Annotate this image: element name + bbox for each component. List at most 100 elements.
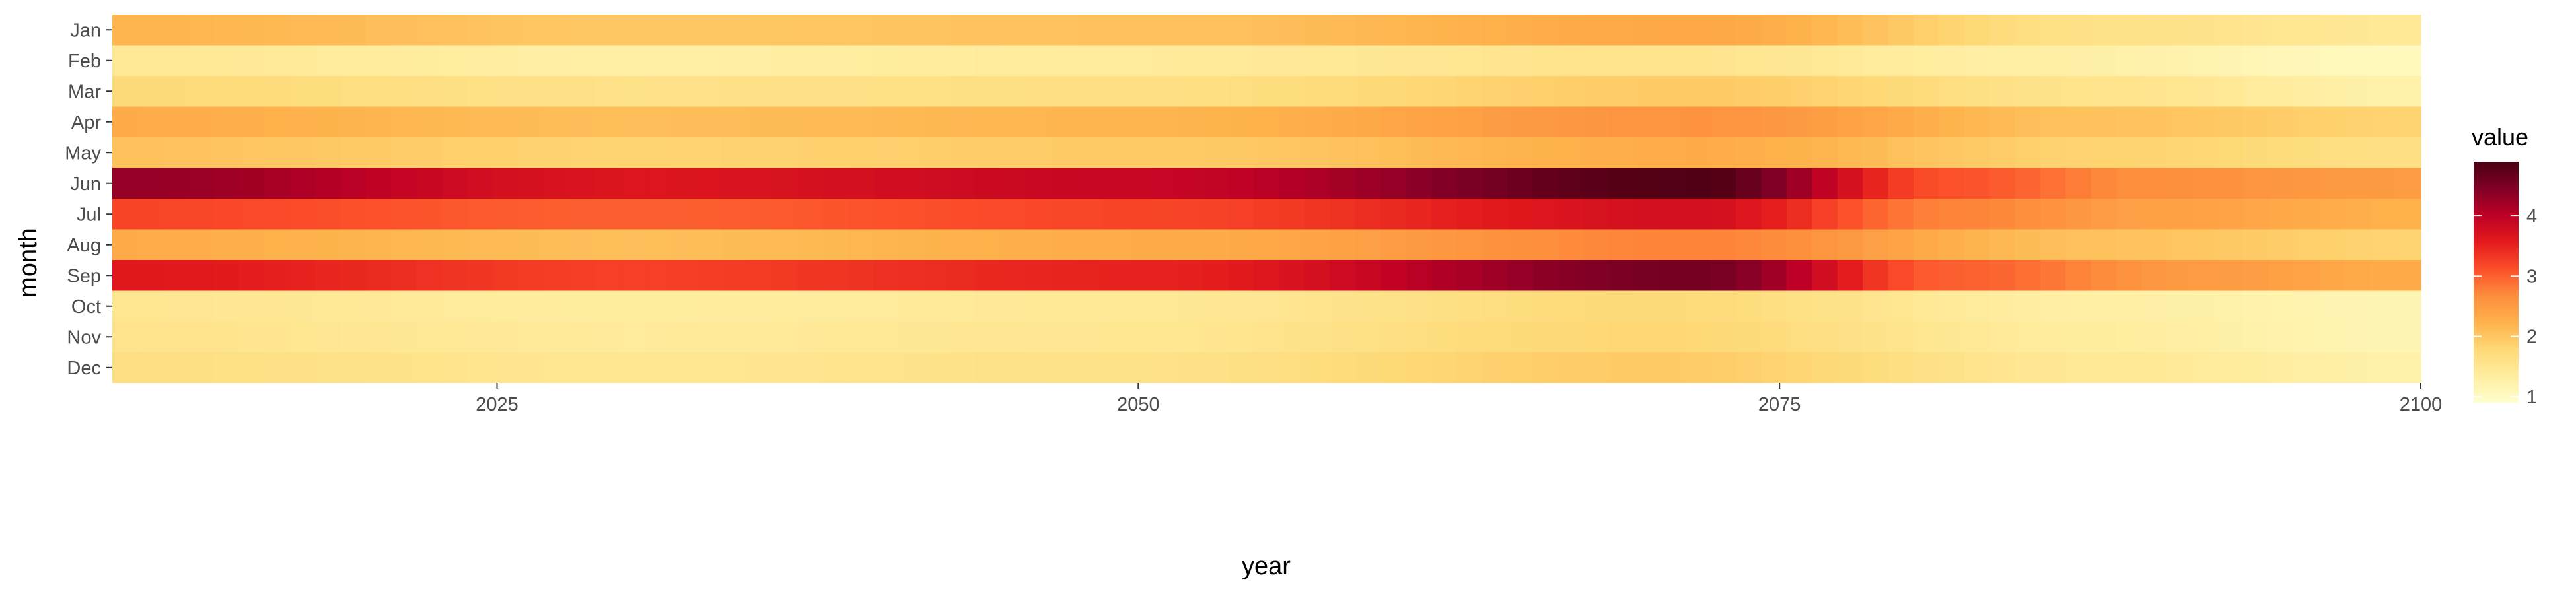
heatmap-cell <box>493 45 519 77</box>
heatmap-cell <box>1964 168 1990 199</box>
heatmap-cell <box>645 137 671 169</box>
heatmap-cell <box>797 137 823 169</box>
heatmap-cell <box>746 290 773 322</box>
heatmap-cell <box>2344 352 2371 383</box>
heatmap-cell <box>1076 15 1102 46</box>
heatmap-cell <box>239 106 266 138</box>
heatmap-cell <box>188 352 215 383</box>
heatmap-cell <box>213 137 240 169</box>
heatmap-cell <box>137 290 164 322</box>
heatmap-cell <box>1456 106 1483 138</box>
heatmap-cell <box>1076 137 1102 169</box>
heatmap-cell <box>543 229 569 261</box>
heatmap-cell <box>1025 229 1052 261</box>
heatmap-cell <box>442 290 468 322</box>
heatmap-cell <box>2293 15 2320 46</box>
heatmap-cell <box>1025 290 1052 322</box>
heatmap-cell <box>2015 290 2041 322</box>
heatmap-cell <box>1051 15 1077 46</box>
heatmap-cell <box>1228 260 1254 292</box>
heatmap-cell <box>2395 106 2421 138</box>
heatmap-cell <box>1863 290 1889 322</box>
heatmap-cell <box>112 76 139 108</box>
heatmap-cell <box>898 199 925 230</box>
heatmap-cell <box>1203 199 1229 230</box>
heatmap-cell <box>289 45 316 77</box>
heatmap-cell <box>1330 260 1356 292</box>
heatmap-cell <box>2268 106 2295 138</box>
heatmap-cell <box>2040 229 2066 261</box>
heatmap-cell <box>1583 137 1610 169</box>
heatmap-cell <box>289 15 316 46</box>
heatmap-cell <box>1406 168 1432 199</box>
heatmap-cell <box>2395 15 2421 46</box>
heatmap-cell <box>949 321 976 353</box>
heatmap-cell <box>112 352 139 383</box>
heatmap-cell <box>493 106 519 138</box>
heatmap-cell <box>1583 229 1610 261</box>
x-axis: 2025 2050 2075 2100 <box>476 383 2442 415</box>
heatmap-cell <box>771 76 798 108</box>
heatmap-cell <box>2319 260 2345 292</box>
heatmap-cell <box>1203 106 1229 138</box>
heatmap-cell <box>518 199 544 230</box>
heatmap-cell <box>2319 45 2345 77</box>
heatmap-cell <box>1228 229 1254 261</box>
heatmap-cell <box>1380 168 1407 199</box>
heatmap-cell <box>696 260 722 292</box>
heatmap-cell <box>1939 321 1965 353</box>
x-axis-title: year <box>1242 552 1291 580</box>
heatmap-cell <box>1051 45 1077 77</box>
heatmap-cell <box>1761 137 1787 169</box>
heatmap-cell <box>1989 321 2016 353</box>
heatmap-cell <box>2395 76 2421 108</box>
heatmap-cell <box>645 229 671 261</box>
heatmap-cell <box>1254 352 1280 383</box>
heatmap-cell <box>543 199 569 230</box>
heatmap-cell <box>1178 45 1204 77</box>
heatmap-cell <box>898 168 925 199</box>
heatmap-cell <box>1888 352 1914 383</box>
heatmap-cell <box>569 106 595 138</box>
heatmap-cell <box>366 199 392 230</box>
heatmap-cell <box>620 352 646 383</box>
heatmap-cell <box>898 106 925 138</box>
x-tick-label-2075: 2075 <box>1758 394 1801 415</box>
heatmap-cell <box>1101 45 1127 77</box>
heatmap-cell <box>974 229 1001 261</box>
heatmap-cell <box>1330 290 1356 322</box>
heatmap-cell <box>264 45 291 77</box>
heatmap-cell <box>822 321 849 353</box>
heatmap-cell <box>847 260 874 292</box>
heatmap-cell <box>847 321 874 353</box>
heatmap-cell <box>670 106 696 138</box>
heatmap-cell <box>721 137 747 169</box>
heatmap-cell <box>2065 290 2092 322</box>
heatmap-cell <box>1076 199 1102 230</box>
heatmap-cell <box>1685 45 1711 77</box>
heatmap-cell <box>1507 106 1534 138</box>
y-tick-label-may: May <box>65 143 101 164</box>
heatmap-cell <box>2319 106 2345 138</box>
heatmap-cell <box>1507 45 1534 77</box>
heatmap-cell <box>1558 15 1585 46</box>
heatmap-cell <box>2293 199 2320 230</box>
heatmap-cell <box>822 260 849 292</box>
heatmap-cell <box>898 15 925 46</box>
heatmap-cell <box>1558 137 1585 169</box>
heatmap-cell <box>1761 260 1787 292</box>
heatmap-cell <box>264 290 291 322</box>
heatmap-cell <box>1736 199 1762 230</box>
heatmap-cell <box>1228 106 1254 138</box>
heatmap-cell <box>442 352 468 383</box>
heatmap-cell <box>315 199 341 230</box>
heatmap-cell <box>1305 137 1331 169</box>
heatmap-cell <box>569 137 595 169</box>
heatmap-cell <box>1431 321 1458 353</box>
heatmap-cell <box>1330 15 1356 46</box>
heatmap-cell <box>2395 137 2421 169</box>
heatmap-cell <box>188 168 215 199</box>
heatmap-cell <box>543 76 569 108</box>
heatmap-cell <box>847 290 874 322</box>
heatmap-cell <box>340 45 367 77</box>
